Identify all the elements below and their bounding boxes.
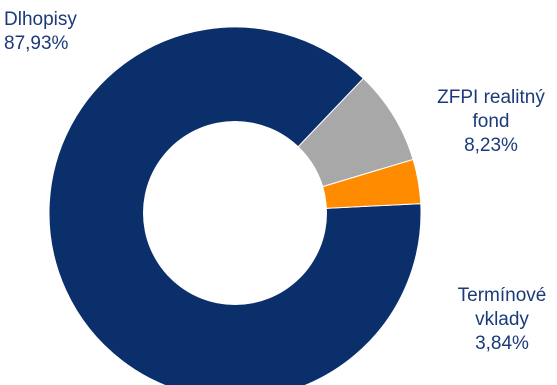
slice-name-zfpi-line2: fond: [472, 111, 510, 132]
slice-label-terminove: Termínové vklady 3,84%: [450, 284, 554, 356]
slice-name-terminove-line2: vklady: [475, 309, 529, 330]
slice-value-terminove: 3,84%: [475, 333, 529, 354]
donut-hole: [143, 121, 327, 305]
slice-name-dluhopisy: Dlhopisy: [4, 9, 77, 30]
slice-value-zfpi: 8,23%: [464, 135, 518, 156]
slice-name-zfpi-line1: ZFPI realitný: [437, 87, 545, 108]
slice-value-dluhopisy: 87,93%: [4, 33, 69, 54]
slice-name-terminove-line1: Termínové: [457, 285, 547, 306]
slice-label-dluhopisy: Dlhopisy 87,93%: [4, 8, 77, 56]
slice-label-zfpi: ZFPI realitný fond 8,23%: [425, 86, 557, 158]
